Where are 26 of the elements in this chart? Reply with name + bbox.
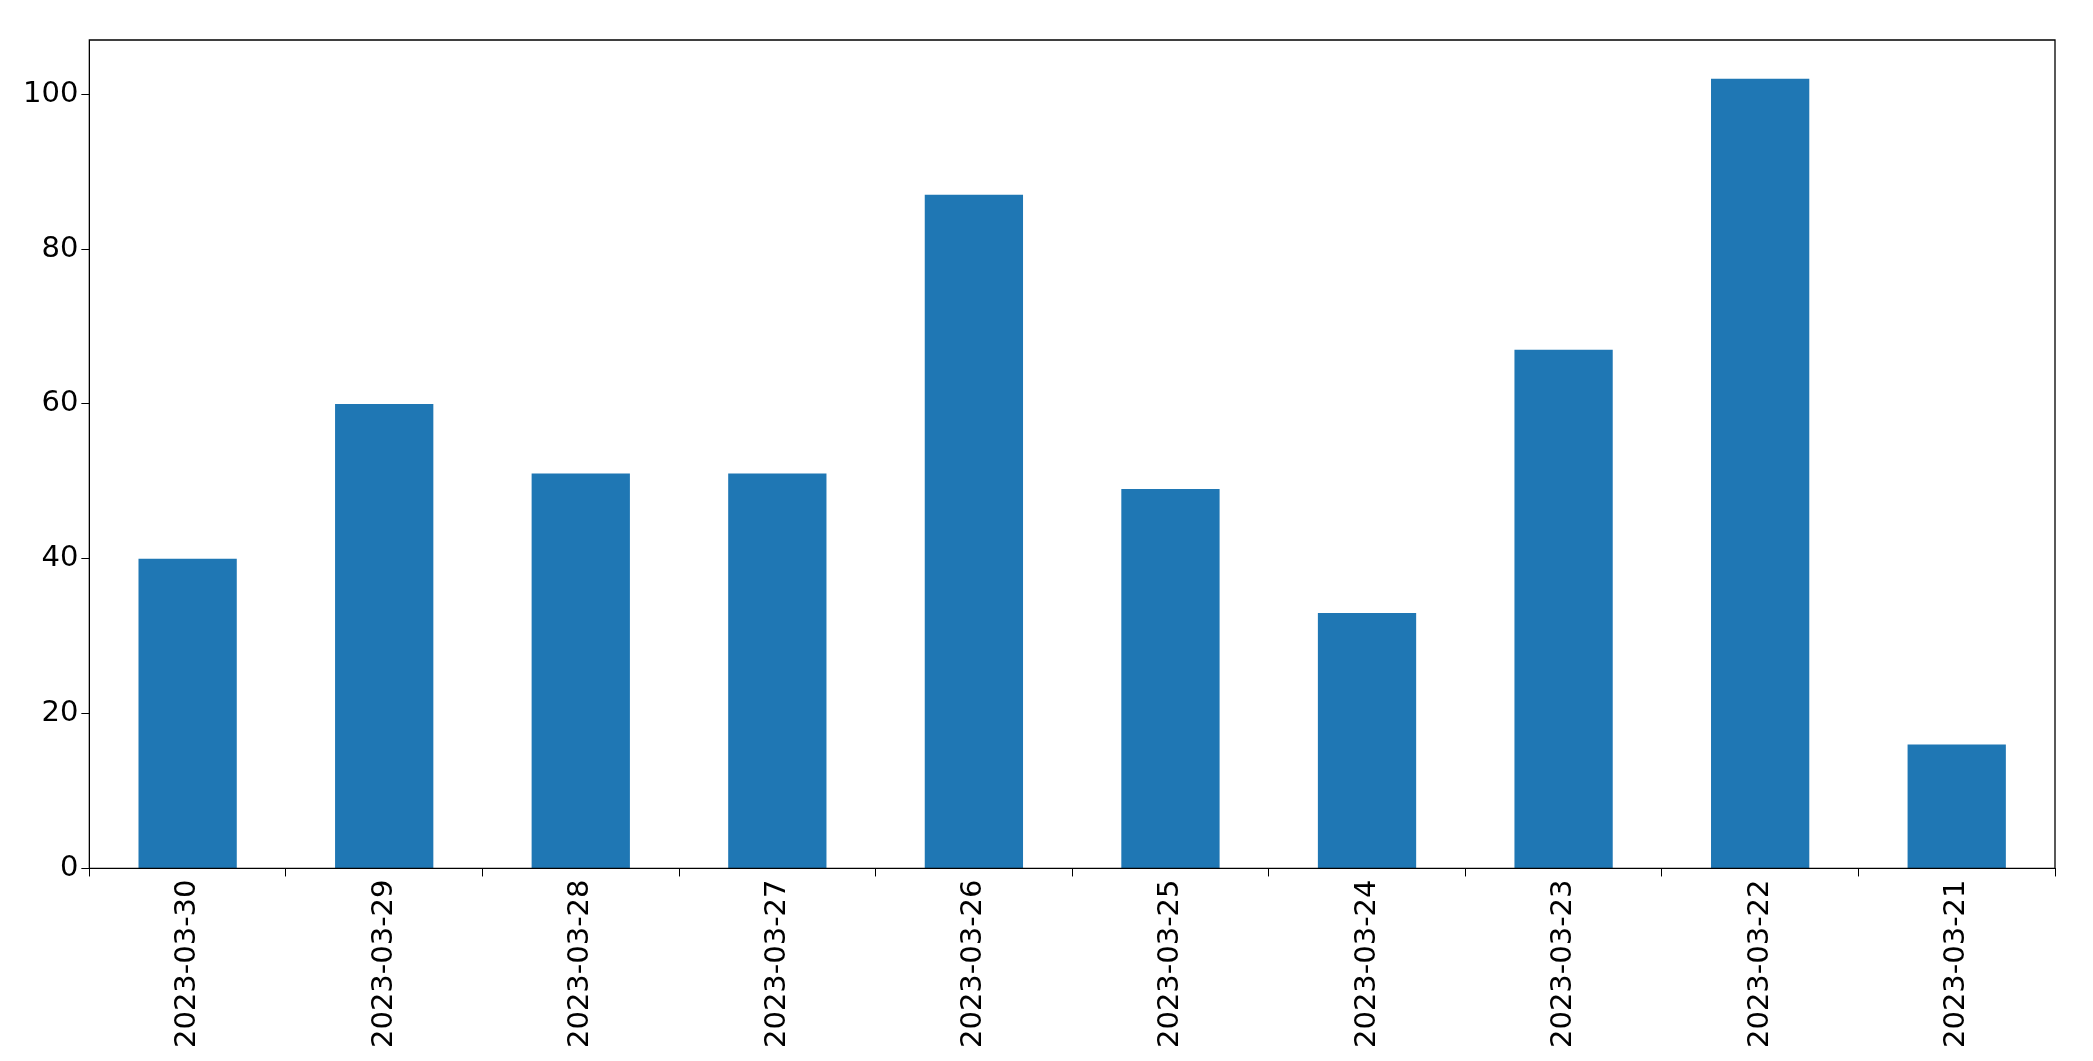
bar bbox=[531, 473, 630, 868]
x-tick-label: 2023-03-26 bbox=[954, 879, 989, 1049]
bar bbox=[335, 403, 434, 868]
bar bbox=[1711, 78, 1810, 868]
bar bbox=[1121, 489, 1220, 868]
x-tick-label: 2023-03-22 bbox=[1740, 879, 1775, 1049]
bar bbox=[1514, 349, 1613, 868]
y-tick-label: 80 bbox=[41, 229, 79, 264]
x-tick-label: 2023-03-27 bbox=[757, 879, 792, 1049]
bar bbox=[1317, 612, 1417, 868]
x-tick-label: 2023-03-24 bbox=[1347, 879, 1382, 1049]
y-tick-label: 40 bbox=[41, 539, 79, 574]
x-tick-label: 2023-03-28 bbox=[561, 879, 596, 1049]
x-tick-label: 2023-03-30 bbox=[168, 879, 203, 1049]
x-tick-label: 2023-03-29 bbox=[364, 879, 399, 1049]
y-tick-label: 0 bbox=[59, 849, 79, 883]
y-tick-label: 100 bbox=[22, 74, 79, 109]
bar bbox=[138, 558, 237, 868]
bar bbox=[728, 473, 827, 868]
y-tick-label: 20 bbox=[41, 694, 79, 729]
y-tick-label: 60 bbox=[41, 384, 79, 419]
x-tick-label: 2023-03-25 bbox=[1150, 879, 1185, 1049]
bar bbox=[924, 194, 1024, 868]
x-tick-label: 2023-03-21 bbox=[1937, 879, 1972, 1049]
x-tick-label: 2023-03-23 bbox=[1544, 879, 1579, 1049]
bar bbox=[1907, 744, 2006, 868]
